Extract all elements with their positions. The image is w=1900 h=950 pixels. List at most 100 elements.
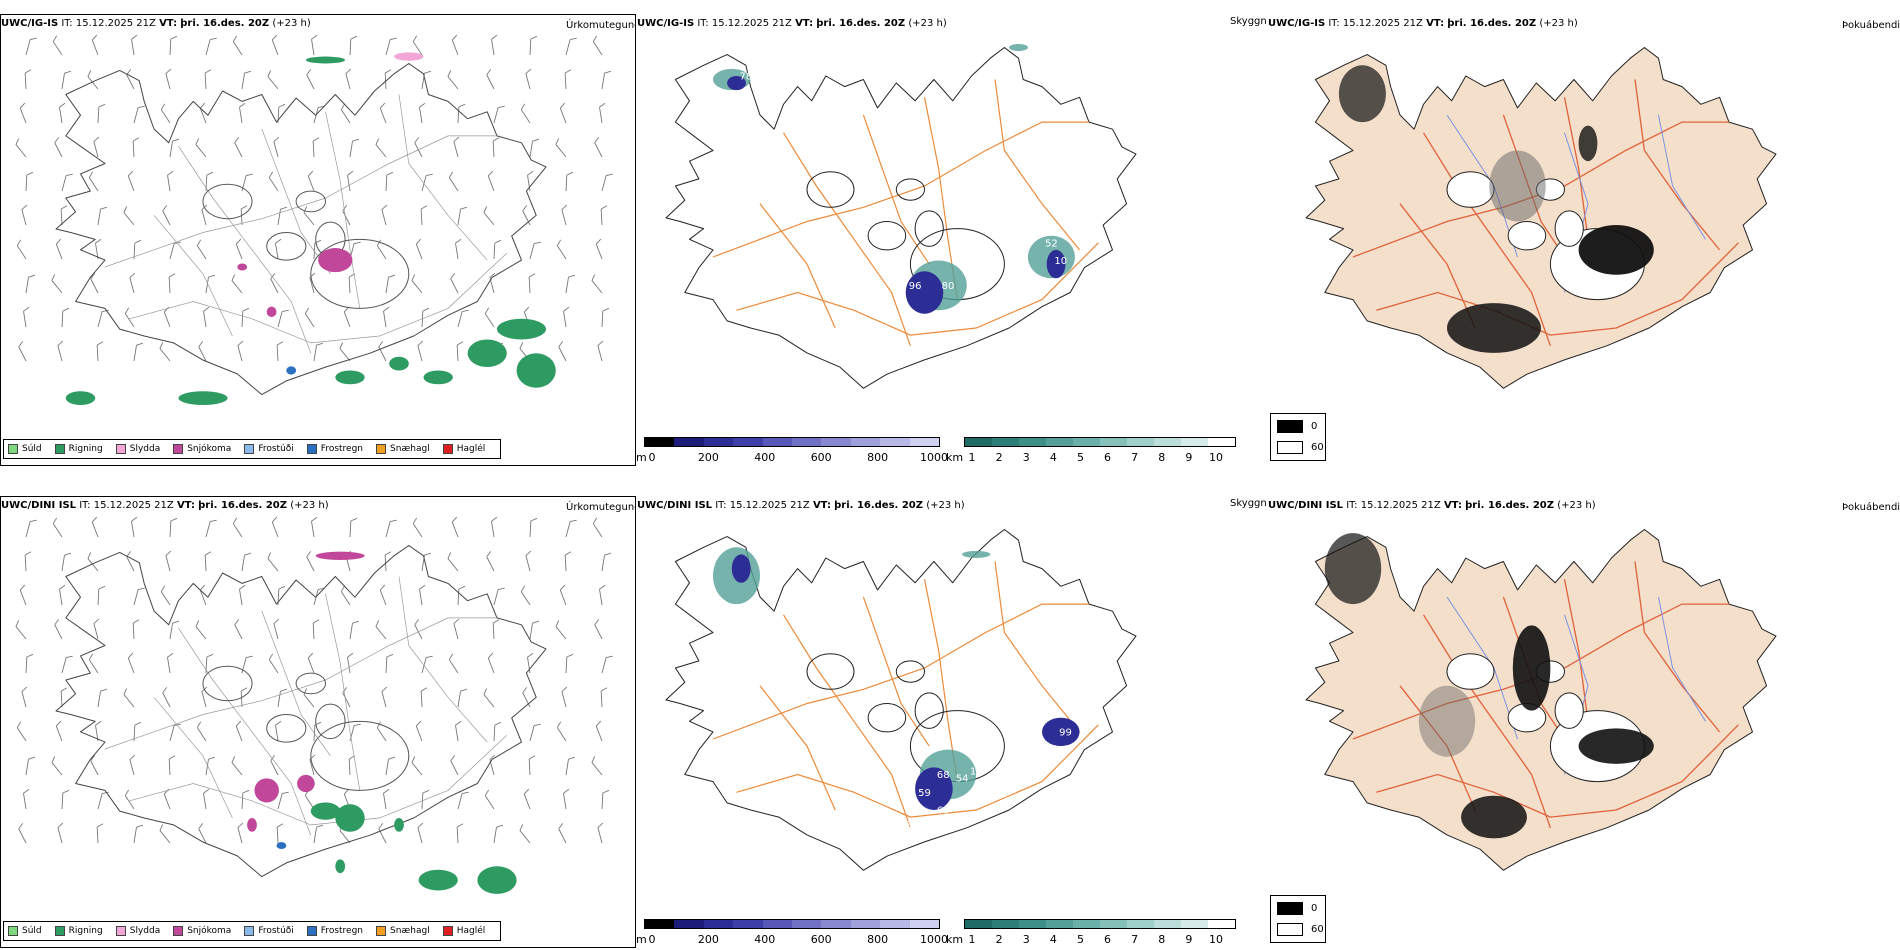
lead-time: (+23 h): [1557, 500, 1596, 511]
wind-barb-flag: [64, 552, 72, 556]
wind-barb-staff: [385, 759, 389, 776]
wind-barb: [601, 552, 612, 572]
panel-title-precip-row2: UWC/DINI ISL IT: 15.12.2025 21Z VT: þri.…: [1, 500, 329, 511]
legend-item: Haglél: [442, 926, 485, 936]
fog-area: [1447, 303, 1541, 353]
wind-barb-staff: [162, 210, 171, 226]
wind-barb-staff: [203, 793, 207, 810]
wind-barb-flag: [448, 653, 454, 660]
wind-barb: [349, 723, 361, 742]
legend-swatch: [442, 926, 453, 936]
wind-barb: [25, 274, 36, 294]
wind-barb-staff: [309, 277, 315, 294]
wind-barb-staff: [127, 175, 135, 192]
road-line: [129, 252, 508, 344]
wind-barb-flag: [312, 137, 320, 142]
wind-barb: [487, 652, 495, 674]
wind-barb-flag: [422, 307, 430, 312]
wind-barb-flag: [276, 823, 284, 828]
wind-barb: [23, 788, 30, 810]
wind-barb-staff: [231, 762, 243, 776]
wind-barb-staff: [487, 657, 495, 674]
wind-barb-flag: [453, 618, 460, 624]
wind-barb-flag: [381, 204, 388, 210]
wind-barb: [381, 204, 388, 226]
wind-barb-flag: [138, 105, 145, 108]
wind-barb: [124, 307, 135, 328]
wind-barb-staff: [306, 74, 315, 90]
wind-barb: [241, 789, 250, 810]
wind-barb: [349, 35, 358, 56]
wind-barb: [307, 170, 315, 192]
wind-barb: [204, 551, 212, 572]
wind-barb-flag: [595, 238, 602, 245]
wind-barb-staff: [97, 209, 101, 226]
wind-barb-flag: [532, 138, 540, 142]
glacier-outline: [1446, 653, 1495, 690]
wind-barb-staff: [132, 140, 135, 158]
wind-barb-flag: [129, 272, 136, 278]
wind-barb: [241, 552, 252, 572]
wind-barb-staff: [447, 558, 459, 572]
wind-barb-staff: [522, 210, 531, 226]
colorbar-segment: [1046, 920, 1073, 928]
wind-barb: [457, 206, 468, 226]
wind-barb-flag: [18, 823, 24, 830]
wind-barb: [457, 103, 466, 124]
wind-barb: [205, 519, 217, 538]
wind-barb-flag: [386, 653, 394, 658]
wind-barb-staff: [451, 39, 459, 56]
wind-barb-staff: [563, 311, 567, 328]
wind-barb: [376, 239, 387, 260]
wind-barb-staff: [522, 692, 531, 708]
wind-barb-staff: [271, 39, 279, 56]
wind-barb: [381, 686, 388, 708]
legend-item: Snjókoma: [173, 926, 231, 936]
wind-barb-staff: [241, 792, 244, 810]
glacier-outline: [806, 653, 855, 690]
valid-time-label: VT:: [1443, 500, 1462, 511]
init-time: 15.12.2025 21Z: [711, 18, 792, 29]
wind-barb-flag: [235, 720, 242, 727]
wind-barb-flag: [100, 206, 108, 210]
wind-barb-flag: [28, 274, 36, 278]
wind-barb: [385, 756, 396, 776]
wind-barb-flag: [486, 551, 492, 558]
wind-barb-staff: [383, 793, 387, 810]
colorbar-segment: [1073, 438, 1100, 446]
wind-barb-staff: [169, 38, 172, 56]
wind-barb-staff: [235, 725, 243, 742]
colorbar-segment: [1208, 438, 1235, 446]
wind-barb-staff: [25, 39, 31, 56]
wind-barb-flag: [458, 585, 466, 590]
wind-barb-staff: [306, 556, 315, 572]
wind-barb: [277, 791, 289, 810]
wind-barb: [417, 340, 424, 362]
wind-barb-staff: [88, 177, 99, 192]
precip-rain-area: [335, 804, 365, 832]
precip-rain-area: [310, 802, 341, 820]
wind-barb-staff: [420, 690, 423, 708]
wind-barb-flag: [411, 756, 416, 763]
glacier-outline: [895, 178, 925, 201]
wind-barb: [414, 619, 423, 640]
wind-barb: [556, 239, 567, 260]
wind-barb-staff: [15, 626, 27, 640]
wind-barb: [457, 791, 469, 810]
wind-barb-flag: [378, 823, 384, 830]
wind-barb-staff: [385, 521, 391, 538]
glacier-outline: [295, 672, 326, 695]
wind-barb-flag: [62, 789, 70, 794]
wind-barb-staff: [565, 656, 568, 674]
road-line: [104, 617, 497, 750]
wind-barb-flag: [198, 341, 204, 348]
wind-barb-flag: [384, 69, 392, 74]
wind-barb: [385, 653, 394, 674]
wind-barb-staff: [57, 345, 63, 362]
wind-barb-flag: [375, 138, 380, 145]
wind-barb-flag: [525, 68, 532, 74]
wind-barb: [349, 138, 360, 158]
wind-barb-staff: [205, 39, 211, 56]
wind-barb: [447, 552, 459, 572]
wind-barb-staff: [96, 344, 99, 362]
